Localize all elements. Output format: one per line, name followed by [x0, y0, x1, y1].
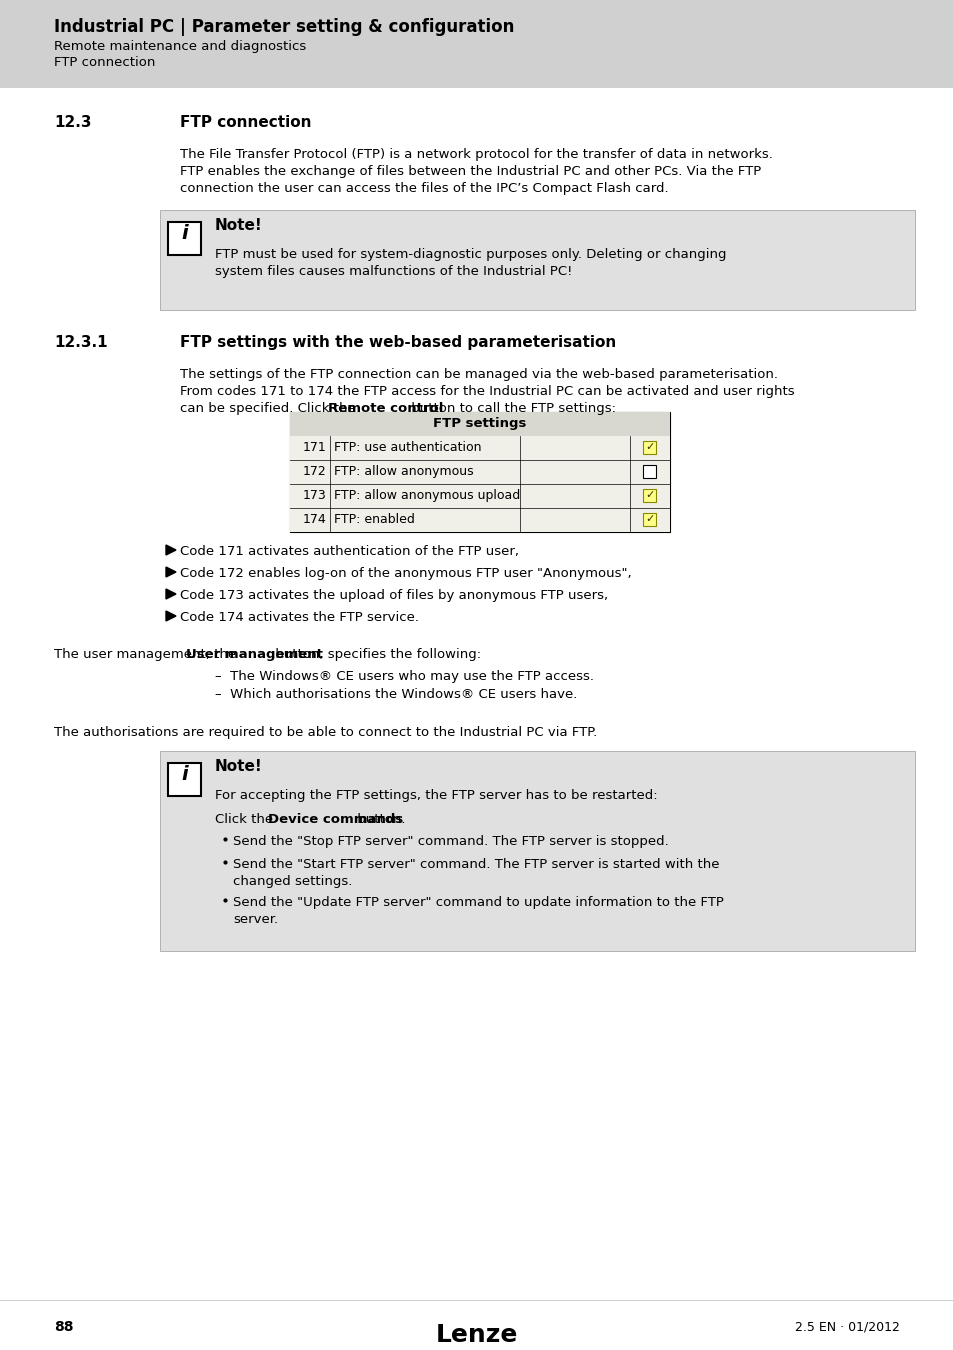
- FancyBboxPatch shape: [643, 489, 656, 502]
- Text: The settings of the FTP connection can be managed via the web-based parameterisa: The settings of the FTP connection can b…: [180, 369, 778, 381]
- Text: Send the "Stop FTP server" command. The FTP server is stopped.: Send the "Stop FTP server" command. The …: [233, 836, 668, 848]
- Text: –  Which authorisations the Windows® CE users have.: – Which authorisations the Windows® CE u…: [214, 688, 577, 701]
- Text: Note!: Note!: [214, 759, 262, 774]
- Text: FTP connection: FTP connection: [54, 55, 155, 69]
- Text: 174: 174: [302, 513, 326, 526]
- FancyBboxPatch shape: [160, 211, 914, 310]
- Text: Send the "Start FTP server" command. The FTP server is started with the: Send the "Start FTP server" command. The…: [233, 859, 719, 871]
- Text: 12.3: 12.3: [54, 115, 91, 130]
- Text: i: i: [181, 224, 188, 243]
- FancyBboxPatch shape: [643, 513, 656, 526]
- FancyBboxPatch shape: [168, 221, 201, 255]
- Text: FTP connection: FTP connection: [180, 115, 312, 130]
- Text: FTP must be used for system-diagnostic purposes only. Deleting or changing: FTP must be used for system-diagnostic p…: [214, 248, 726, 261]
- FancyBboxPatch shape: [643, 441, 656, 454]
- Text: 173: 173: [302, 489, 326, 502]
- Text: server.: server.: [233, 913, 278, 926]
- Text: Send the "Update FTP server" command to update information to the FTP: Send the "Update FTP server" command to …: [233, 896, 723, 909]
- Text: i: i: [181, 765, 188, 784]
- Text: button.: button.: [353, 813, 405, 826]
- Text: ✓: ✓: [644, 514, 654, 524]
- FancyBboxPatch shape: [290, 436, 669, 460]
- FancyBboxPatch shape: [0, 0, 953, 88]
- Text: ✓: ✓: [644, 490, 654, 500]
- FancyBboxPatch shape: [643, 464, 656, 478]
- Text: Remote control: Remote control: [327, 402, 442, 414]
- Text: Remote maintenance and diagnostics: Remote maintenance and diagnostics: [54, 40, 306, 53]
- Text: 88: 88: [54, 1320, 73, 1334]
- Polygon shape: [166, 589, 175, 599]
- Text: Device commands: Device commands: [268, 813, 402, 826]
- FancyBboxPatch shape: [290, 508, 669, 532]
- Text: Code 172 enables log-on of the anonymous FTP user "Anonymous",: Code 172 enables log-on of the anonymous…: [180, 567, 631, 580]
- Text: Note!: Note!: [214, 217, 262, 234]
- Text: 172: 172: [302, 464, 326, 478]
- Text: ✓: ✓: [644, 441, 654, 452]
- Text: The user management, the: The user management, the: [54, 648, 240, 662]
- Text: User management: User management: [186, 648, 322, 662]
- Text: changed settings.: changed settings.: [233, 875, 352, 888]
- Polygon shape: [166, 545, 175, 555]
- Text: FTP: use authentication: FTP: use authentication: [334, 441, 481, 454]
- Text: FTP: allow anonymous: FTP: allow anonymous: [334, 464, 473, 478]
- Text: Code 171 activates authentication of the FTP user,: Code 171 activates authentication of the…: [180, 545, 518, 558]
- Text: FTP: enabled: FTP: enabled: [334, 513, 415, 526]
- Text: Industrial PC | Parameter setting & configuration: Industrial PC | Parameter setting & conf…: [54, 18, 514, 36]
- FancyBboxPatch shape: [290, 412, 669, 436]
- Text: Lenze: Lenze: [436, 1323, 517, 1347]
- Text: Code 173 activates the upload of files by anonymous FTP users,: Code 173 activates the upload of files b…: [180, 589, 607, 602]
- FancyBboxPatch shape: [168, 763, 201, 796]
- FancyBboxPatch shape: [290, 460, 669, 485]
- Text: FTP settings with the web-based parameterisation: FTP settings with the web-based paramete…: [180, 335, 616, 350]
- FancyBboxPatch shape: [290, 485, 669, 508]
- Text: button to call the FTP settings:: button to call the FTP settings:: [407, 402, 616, 414]
- Text: Code 174 activates the FTP service.: Code 174 activates the FTP service.: [180, 612, 418, 624]
- Text: The authorisations are required to be able to connect to the Industrial PC via F: The authorisations are required to be ab…: [54, 726, 597, 738]
- Text: 2.5 EN · 01/2012: 2.5 EN · 01/2012: [794, 1320, 899, 1332]
- Text: From codes 171 to 174 the FTP access for the Industrial PC can be activated and : From codes 171 to 174 the FTP access for…: [180, 385, 794, 398]
- Text: Click the: Click the: [214, 813, 277, 826]
- Text: 171: 171: [302, 441, 326, 454]
- Text: For accepting the FTP settings, the FTP server has to be restarted:: For accepting the FTP settings, the FTP …: [214, 788, 657, 802]
- Text: 12.3.1: 12.3.1: [54, 335, 108, 350]
- Text: FTP settings: FTP settings: [433, 417, 526, 431]
- Text: FTP enables the exchange of files between the Industrial PC and other PCs. Via t: FTP enables the exchange of files betwee…: [180, 165, 760, 178]
- Text: connection the user can access the files of the IPC’s Compact Flash card.: connection the user can access the files…: [180, 182, 668, 194]
- Text: can be specified. Click the: can be specified. Click the: [180, 402, 359, 414]
- Text: button, specifies the following:: button, specifies the following:: [271, 648, 481, 662]
- Text: system files causes malfunctions of the Industrial PC!: system files causes malfunctions of the …: [214, 265, 572, 278]
- Text: FTP: allow anonymous upload: FTP: allow anonymous upload: [334, 489, 519, 502]
- Polygon shape: [166, 612, 175, 621]
- Polygon shape: [166, 567, 175, 576]
- Text: The File Transfer Protocol (FTP) is a network protocol for the transfer of data : The File Transfer Protocol (FTP) is a ne…: [180, 148, 772, 161]
- Text: –  The Windows® CE users who may use the FTP access.: – The Windows® CE users who may use the …: [214, 670, 594, 683]
- FancyBboxPatch shape: [160, 751, 914, 950]
- FancyBboxPatch shape: [290, 412, 669, 532]
